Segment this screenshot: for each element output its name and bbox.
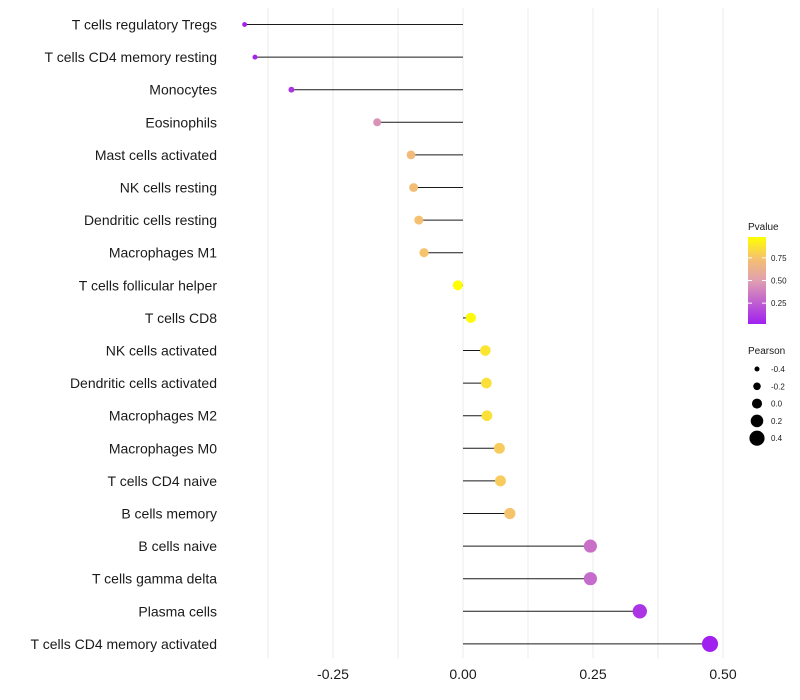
lollipop-point: [419, 248, 429, 258]
category-label: T cells gamma delta: [92, 571, 217, 587]
category-label: NK cells resting: [120, 180, 217, 196]
lollipop-point: [583, 572, 597, 586]
lollipop-points: [242, 22, 719, 652]
lollipop-point: [504, 507, 516, 520]
category-labels: T cells regulatory Tregs T cells CD4 memo…: [31, 17, 218, 652]
size-legend-point: [750, 414, 764, 428]
lollipop-point: [288, 86, 295, 93]
size-legend-point: [749, 430, 765, 446]
lollipop-point: [242, 22, 247, 27]
category-label: Mast cells activated: [95, 147, 217, 163]
pvalue-legend: Pvalue 0.25 0.50 0.75: [748, 222, 787, 324]
lollipop-point: [493, 442, 505, 454]
category-label: B cells naive: [138, 538, 217, 554]
lollipop-point: [481, 410, 493, 422]
size-legend-label: -0.2: [771, 382, 785, 391]
x-tick-label: 0.00: [449, 666, 476, 682]
colorbar-tick-label: 0.75: [771, 254, 787, 263]
category-label: T cells CD4 memory resting: [45, 49, 217, 65]
category-label: T cells CD4 naive: [108, 473, 218, 489]
size-legend-label: 0.4: [771, 434, 783, 443]
x-tick-label: 0.50: [709, 666, 736, 682]
category-label: T cells regulatory Tregs: [72, 17, 217, 33]
lollipop-point: [373, 118, 382, 127]
lollipop-point: [409, 183, 419, 192]
category-label: Macrophages M1: [109, 245, 217, 261]
x-tick-label: 0.25: [579, 666, 606, 682]
category-label: Plasma cells: [138, 603, 217, 619]
lollipop-point: [701, 635, 719, 652]
colorbar-tick-label: 0.50: [771, 277, 787, 286]
lollipop-point: [494, 475, 506, 487]
category-label: Dendritic cells resting: [84, 212, 217, 228]
category-label: Dendritic cells activated: [70, 375, 217, 391]
category-label: Macrophages M0: [109, 440, 217, 456]
lollipop-point: [452, 280, 463, 291]
pearson-legend-title: Pearson: [748, 346, 785, 357]
category-label: Eosinophils: [145, 114, 217, 130]
lollipop-stems: [244, 24, 710, 645]
pvalue-legend-title: Pvalue: [748, 222, 779, 233]
size-legend-label: -0.4: [771, 365, 785, 374]
category-label: T cells follicular helper: [79, 277, 218, 293]
category-label: T cells CD8: [145, 310, 217, 326]
pvalue-colorbar: [748, 237, 766, 324]
size-legend-point: [751, 398, 763, 409]
lollipop-point: [414, 215, 424, 225]
lollipop-point: [583, 539, 597, 553]
x-tick-label: -0.25: [317, 666, 349, 682]
size-legend-point: [754, 366, 760, 372]
grid-lines: [267, 8, 724, 658]
lollipop-point: [632, 604, 647, 619]
size-legend-label: 0.0: [771, 400, 783, 409]
pearson-legend: Pearson -0.4 -0.2 0.0 0.2 0.4: [748, 346, 785, 446]
colorbar-tick-label: 0.25: [771, 299, 787, 308]
category-label: Monocytes: [149, 82, 217, 98]
lollipop-point: [252, 54, 258, 60]
size-legend-point: [753, 382, 761, 391]
category-label: T cells CD4 memory activated: [31, 636, 217, 652]
lollipop-point: [481, 377, 492, 389]
size-legend-label: 0.2: [771, 417, 783, 426]
category-label: NK cells activated: [106, 343, 217, 359]
lollipop-point: [406, 150, 416, 160]
lollipop-point: [480, 345, 491, 356]
lollipop-point: [465, 312, 476, 324]
category-label: B cells memory: [121, 506, 217, 522]
category-label: Macrophages M2: [109, 408, 217, 424]
x-axis-ticks: -0.25 0.00 0.25 0.50: [317, 666, 737, 682]
